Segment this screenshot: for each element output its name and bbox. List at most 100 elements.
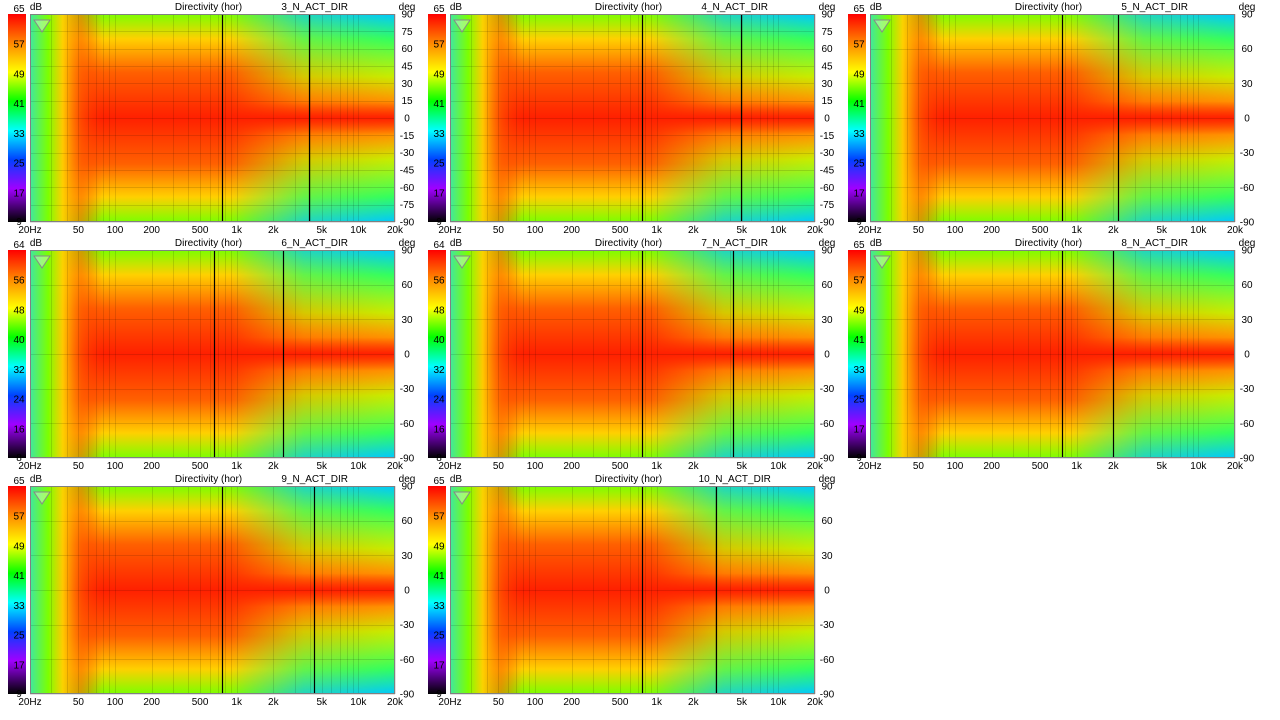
- colorbar-tick-label: 40: [433, 335, 445, 346]
- chart-subtitle: Directivity (hor): [595, 474, 662, 485]
- y-tick-label: -60: [1240, 419, 1255, 430]
- chart-title: 10_N_ACT_DIR: [699, 474, 771, 485]
- logo-icon: [453, 491, 471, 505]
- y-axis-unit: deg: [399, 2, 416, 13]
- y-tick-label: -45: [400, 166, 415, 177]
- x-tick-label: 20k: [387, 697, 404, 708]
- x-tick-label: 200: [143, 225, 160, 236]
- x-tick-label: 100: [947, 461, 964, 472]
- colorbar-tick-label: 9: [856, 217, 862, 228]
- y-tick-label: -30: [1240, 148, 1255, 159]
- colorbar-tick-label: 25: [433, 159, 445, 170]
- y-tick-label: -90: [400, 218, 415, 229]
- colorbar-tick-label: 41: [433, 99, 445, 110]
- x-tick-label: 5k: [316, 461, 328, 472]
- colorbar-unit: dB: [30, 2, 43, 13]
- x-tick-label: 100: [107, 225, 124, 236]
- colorbar-tick-label: 57: [433, 40, 445, 51]
- chart-svg: 65 57 49 41 33 25 17 9 dB Directivity (hor) 10_N_A…: [428, 474, 835, 708]
- y-tick-label: 0: [1244, 114, 1250, 125]
- directivity-chart: 64 56 48 40 32 24 16 8 dB Directivity (hor) 7_N_AC…: [420, 236, 840, 472]
- colorbar-tick-label: 9: [436, 217, 442, 228]
- chart-subtitle: Directivity (hor): [175, 2, 242, 13]
- colorbar-tick-label: 9: [16, 217, 22, 228]
- x-tick-label: 100: [107, 697, 124, 708]
- x-tick-label: 10k: [770, 225, 787, 236]
- chart-title: 4_N_ACT_DIR: [701, 2, 768, 13]
- colorbar-tick-label: 33: [433, 601, 445, 612]
- x-tick-label: 50: [493, 461, 505, 472]
- colorbar-tick-label: 24: [13, 395, 25, 406]
- y-tick-label: -90: [400, 690, 415, 701]
- colorbar-tick-label: 49: [13, 69, 25, 80]
- y-tick-label: -30: [820, 384, 835, 395]
- x-tick-label: 20Hz: [438, 461, 461, 472]
- colorbar-tick-label: 40: [13, 335, 25, 346]
- y-tick-label: 60: [401, 44, 413, 55]
- grid: [870, 14, 1236, 223]
- chart-title: 3_N_ACT_DIR: [281, 2, 348, 13]
- colorbar-tick-label: 8: [16, 453, 22, 464]
- colorbar-tick-label: 41: [433, 571, 445, 582]
- y-tick-label: 30: [821, 79, 833, 90]
- colorbar-tick-label: 57: [853, 40, 865, 51]
- colorbar-tick-label: 64: [13, 240, 25, 251]
- directivity-chart: 65 57 49 41 33 25 17 9 dB Directivity (hor) 5_N_AC…: [840, 0, 1260, 236]
- y-tick-label: 30: [821, 551, 833, 562]
- x-tick-label: 200: [563, 461, 580, 472]
- x-tick-label: 500: [612, 225, 629, 236]
- x-tick-label: 1k: [231, 225, 243, 236]
- chart-svg: 65 57 49 41 33 25 17 9 dB Directivity (hor) 3_N_AC…: [8, 2, 416, 236]
- heatmap-surface: [870, 14, 1235, 222]
- x-tick-label: 5k: [736, 225, 748, 236]
- x-tick-label: 10k: [770, 697, 787, 708]
- y-tick-label: 90: [1241, 246, 1253, 257]
- colorbar-tick-label: 9: [436, 689, 442, 700]
- chart-svg: 64 56 48 40 32 24 16 8 dB Directivity (hor) 7_N_AC…: [428, 238, 835, 472]
- x-tick-label: 200: [983, 461, 1000, 472]
- y-tick-label: 0: [1244, 350, 1250, 361]
- x-tick-label: 2k: [268, 697, 280, 708]
- logo-icon: [33, 19, 51, 33]
- x-tick-label: 20Hz: [438, 225, 461, 236]
- colorbar-unit: dB: [870, 2, 883, 13]
- colorbar-tick-label: 9: [856, 453, 862, 464]
- colorbar-tick-label: 17: [13, 660, 25, 671]
- colorbar-tick-label: 25: [13, 159, 25, 170]
- x-tick-label: 50: [913, 225, 925, 236]
- y-tick-label: 0: [824, 114, 830, 125]
- heatmap-surface: [450, 486, 815, 694]
- y-tick-label: -60: [400, 419, 415, 430]
- y-tick-label: 75: [401, 27, 413, 38]
- colorbar-tick-label: 25: [853, 159, 865, 170]
- colorbar-tick-label: 57: [13, 512, 25, 523]
- x-tick-label: 2k: [268, 461, 280, 472]
- colorbar-tick-label: 57: [853, 276, 865, 287]
- x-tick-label: 20Hz: [18, 697, 41, 708]
- x-tick-label: 500: [1032, 225, 1049, 236]
- logo-icon: [873, 255, 891, 269]
- x-tick-label: 100: [527, 697, 544, 708]
- x-tick-label: 2k: [688, 697, 700, 708]
- y-tick-label: 30: [821, 315, 833, 326]
- y-tick-label: 60: [1241, 44, 1253, 55]
- x-tick-label: 20k: [807, 225, 824, 236]
- colorbar-unit: dB: [30, 474, 43, 485]
- x-tick-label: 2k: [1108, 225, 1120, 236]
- chart-subtitle: Directivity (hor): [595, 238, 662, 249]
- x-tick-label: 1k: [1071, 225, 1083, 236]
- x-tick-label: 2k: [688, 225, 700, 236]
- chart-title: 9_N_ACT_DIR: [281, 474, 348, 485]
- colorbar-unit: dB: [30, 238, 43, 249]
- colorbar-tick-label: 48: [433, 305, 445, 316]
- colorbar-tick-label: 41: [853, 99, 865, 110]
- directivity-chart: 64 56 48 40 32 24 16 8 dB Directivity (hor) 6_N_AC…: [0, 236, 420, 472]
- colorbar-tick-label: 25: [853, 395, 865, 406]
- x-tick-label: 200: [143, 697, 160, 708]
- x-tick-label: 20k: [807, 461, 824, 472]
- y-tick-label: 0: [824, 350, 830, 361]
- logo-icon: [453, 19, 471, 33]
- x-tick-label: 20Hz: [858, 225, 881, 236]
- x-tick-label: 50: [493, 697, 505, 708]
- heatmap-surface: [450, 14, 815, 222]
